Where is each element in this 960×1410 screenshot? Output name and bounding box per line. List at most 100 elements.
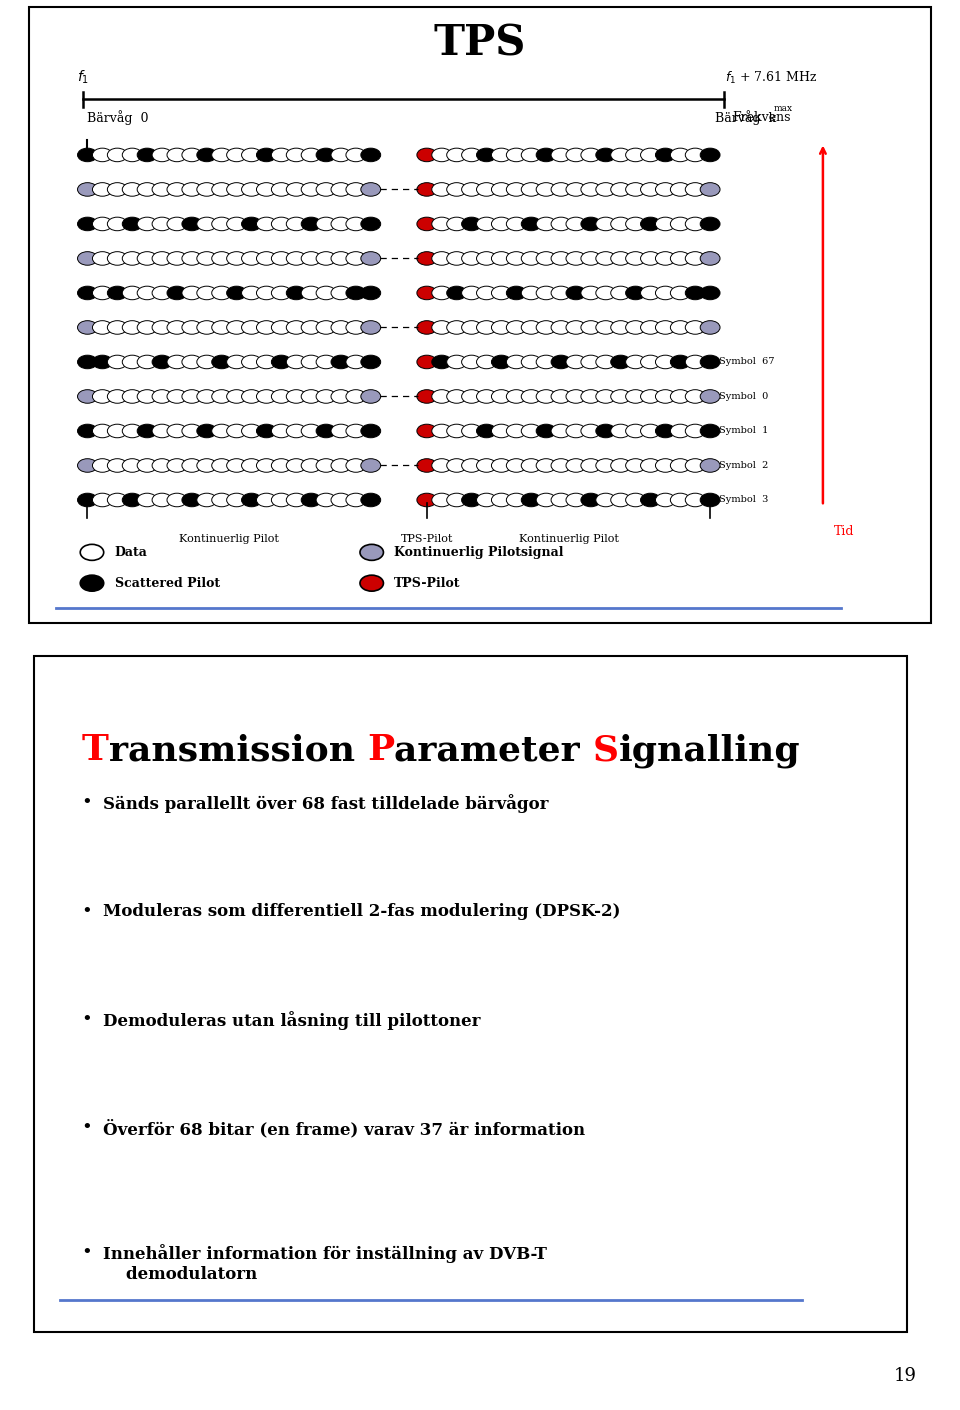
Circle shape [670, 183, 690, 196]
Circle shape [227, 458, 247, 472]
Circle shape [301, 183, 321, 196]
Circle shape [626, 148, 645, 162]
Circle shape [346, 389, 366, 403]
Circle shape [685, 389, 706, 403]
Circle shape [167, 251, 187, 265]
Circle shape [242, 286, 261, 300]
Circle shape [272, 183, 291, 196]
Circle shape [78, 424, 97, 437]
Circle shape [137, 458, 157, 472]
Circle shape [506, 286, 526, 300]
Circle shape [446, 286, 467, 300]
Circle shape [446, 217, 467, 231]
Circle shape [685, 355, 706, 369]
Circle shape [137, 148, 157, 162]
Circle shape [152, 424, 172, 437]
Circle shape [167, 320, 187, 334]
Circle shape [611, 355, 631, 369]
Circle shape [551, 286, 571, 300]
Circle shape [656, 183, 675, 196]
Circle shape [640, 286, 660, 300]
Text: •: • [82, 1245, 92, 1262]
Circle shape [316, 183, 336, 196]
Circle shape [537, 458, 556, 472]
Circle shape [476, 493, 496, 506]
Circle shape [492, 251, 512, 265]
Circle shape [92, 251, 112, 265]
Circle shape [227, 424, 247, 437]
Circle shape [137, 251, 157, 265]
Circle shape [700, 458, 720, 472]
Circle shape [331, 355, 350, 369]
Circle shape [537, 148, 556, 162]
Circle shape [108, 493, 128, 506]
Circle shape [596, 286, 615, 300]
Circle shape [346, 183, 366, 196]
Circle shape [656, 493, 675, 506]
Circle shape [685, 286, 706, 300]
Circle shape [656, 148, 675, 162]
Circle shape [108, 251, 128, 265]
Circle shape [670, 286, 690, 300]
Circle shape [566, 493, 586, 506]
Circle shape [670, 148, 690, 162]
Circle shape [152, 355, 172, 369]
Text: •: • [82, 1120, 92, 1138]
Circle shape [286, 320, 306, 334]
Text: $f_1$: $f_1$ [77, 69, 89, 86]
Circle shape [92, 183, 112, 196]
Circle shape [417, 148, 437, 162]
Circle shape [361, 217, 381, 231]
Circle shape [581, 389, 601, 403]
Circle shape [361, 389, 381, 403]
Circle shape [492, 424, 512, 437]
Circle shape [417, 286, 437, 300]
Circle shape [92, 424, 112, 437]
Text: •: • [82, 902, 92, 921]
Circle shape [181, 217, 202, 231]
Circle shape [361, 251, 381, 265]
Circle shape [152, 286, 172, 300]
Circle shape [316, 251, 336, 265]
Circle shape [92, 148, 112, 162]
Circle shape [685, 493, 706, 506]
Circle shape [566, 458, 586, 472]
Circle shape [78, 217, 97, 231]
Circle shape [537, 217, 556, 231]
Circle shape [316, 217, 336, 231]
Text: Sänds parallellt över 68 fast tilldelade bärvågor: Sänds parallellt över 68 fast tilldelade… [104, 794, 549, 814]
Circle shape [256, 320, 276, 334]
Circle shape [167, 458, 187, 472]
Circle shape [167, 493, 187, 506]
Circle shape [537, 424, 556, 437]
Circle shape [640, 148, 660, 162]
Circle shape [432, 458, 451, 472]
Circle shape [506, 424, 526, 437]
Circle shape [212, 217, 231, 231]
Circle shape [197, 320, 217, 334]
Circle shape [476, 320, 496, 334]
Circle shape [122, 286, 142, 300]
Text: Överför 68 bitar (en frame) varav 37 är information: Överför 68 bitar (en frame) varav 37 är … [104, 1120, 586, 1138]
Circle shape [596, 389, 615, 403]
Circle shape [197, 389, 217, 403]
Circle shape [78, 389, 97, 403]
Circle shape [581, 493, 601, 506]
Text: $f_1$ + 7.61 MHz: $f_1$ + 7.61 MHz [726, 70, 818, 86]
Circle shape [256, 355, 276, 369]
Circle shape [78, 286, 97, 300]
Circle shape [476, 458, 496, 472]
Circle shape [92, 320, 112, 334]
Circle shape [331, 424, 350, 437]
Circle shape [108, 320, 128, 334]
Circle shape [521, 389, 541, 403]
Circle shape [361, 286, 381, 300]
Circle shape [656, 251, 675, 265]
Circle shape [506, 320, 526, 334]
Circle shape [81, 575, 104, 591]
Circle shape [640, 320, 660, 334]
Circle shape [492, 217, 512, 231]
Circle shape [316, 389, 336, 403]
Circle shape [361, 183, 381, 196]
Text: Scattered Pilot: Scattered Pilot [114, 577, 220, 589]
